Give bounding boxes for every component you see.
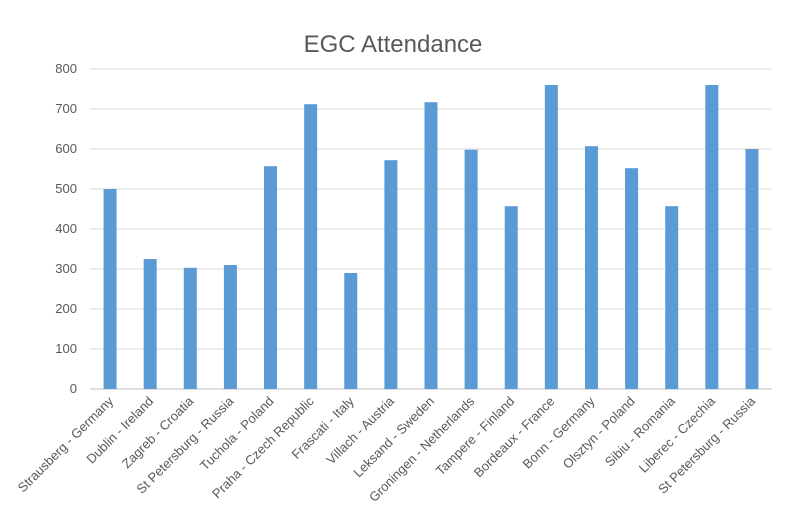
y-tick-label: 400 — [55, 221, 77, 236]
bar — [424, 102, 438, 389]
bar — [103, 189, 117, 389]
bar — [143, 259, 157, 389]
y-tick-label: 500 — [55, 181, 77, 196]
bar — [344, 273, 358, 389]
bar — [384, 160, 398, 389]
x-tick-label: Sibiu - Romania — [602, 393, 679, 470]
bar — [745, 149, 759, 389]
bar — [625, 168, 639, 389]
y-tick-label: 700 — [55, 101, 77, 116]
x-tick-label: Bonn - Germany — [520, 393, 598, 471]
chart-title: EGC Attendance — [304, 31, 483, 58]
bar — [665, 206, 679, 389]
y-tick-label: 200 — [55, 301, 77, 316]
bar — [705, 85, 719, 389]
y-tick-label: 100 — [55, 341, 77, 356]
y-tick-label: 300 — [55, 261, 77, 276]
bar — [223, 265, 237, 389]
x-tick-label: Tuchola - Poland — [197, 394, 277, 474]
bar — [464, 149, 478, 389]
bar — [183, 267, 197, 389]
bar — [304, 104, 318, 389]
y-tick-label: 800 — [55, 61, 77, 76]
x-tick-label: Olsztyn - Poland — [560, 394, 638, 472]
x-tick-label: Zagreb - Croatia — [119, 393, 197, 471]
bar — [544, 85, 558, 389]
y-tick-label: 600 — [55, 141, 77, 156]
bar — [504, 206, 518, 389]
bar — [264, 166, 278, 389]
y-tick-label: 0 — [70, 381, 77, 396]
bar — [584, 146, 598, 389]
